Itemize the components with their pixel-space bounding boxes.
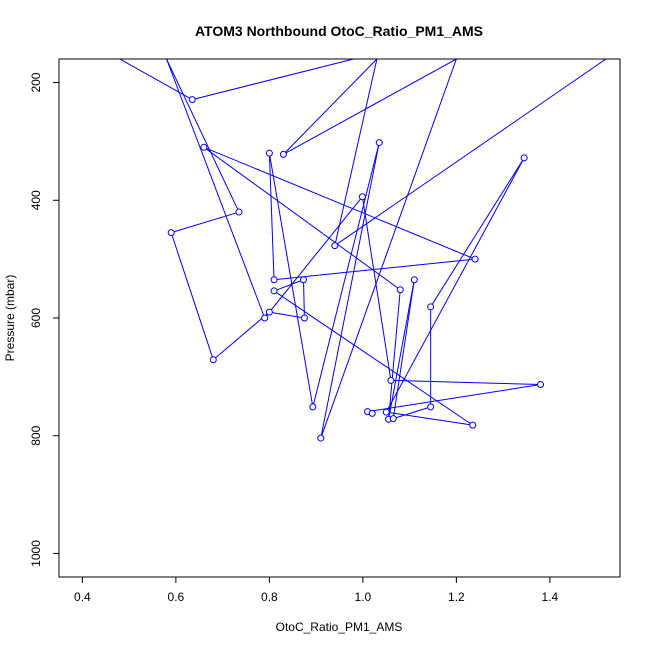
y-tick-label: 1000	[29, 540, 43, 567]
series-segment	[386, 411, 473, 426]
series-segment	[334, 59, 378, 246]
data-point	[167, 229, 175, 237]
series-segment	[119, 59, 193, 101]
series-segment	[264, 196, 363, 319]
series-segment	[320, 59, 457, 439]
series-segment	[392, 279, 415, 419]
series-segment	[312, 142, 380, 408]
series-segment	[268, 153, 275, 280]
series-layer	[119, 59, 607, 439]
x-tick-label: 0.6	[168, 590, 185, 604]
data-point	[188, 96, 196, 104]
series-segment	[393, 406, 431, 420]
x-tick-label: 1.4	[542, 590, 559, 604]
data-point	[209, 356, 217, 364]
y-tick-label: 400	[29, 190, 43, 210]
series-segment	[388, 279, 415, 420]
data-point	[331, 242, 339, 250]
series-segment	[283, 59, 457, 155]
series-segment	[273, 258, 476, 281]
data-point	[300, 276, 308, 284]
series-segment	[320, 142, 380, 439]
y-tick-label: 200	[29, 72, 43, 92]
series-segment	[283, 59, 378, 155]
data-point	[261, 314, 269, 322]
data-point	[520, 154, 528, 162]
series-segment	[388, 289, 401, 420]
series-segment	[203, 146, 476, 260]
data-point	[270, 276, 278, 284]
data-point	[427, 303, 435, 311]
data-point	[300, 314, 308, 322]
y-tick-label: 800	[29, 425, 43, 445]
plot-area	[119, 59, 607, 442]
series-segment	[268, 153, 314, 407]
series-segment	[171, 211, 240, 234]
series-segment	[203, 146, 401, 291]
data-point	[200, 143, 208, 151]
series-segment	[166, 59, 240, 213]
data-point	[427, 403, 435, 411]
y-axis-label: Pressure (mbar)	[3, 275, 17, 362]
series-segment	[170, 232, 214, 360]
series-segment	[367, 384, 541, 413]
data-point	[235, 208, 243, 216]
data-point	[358, 193, 366, 201]
y-tick-label: 600	[29, 308, 43, 328]
chart-title: ATOM3 Northbound OtoC_Ratio_PM1_AMS	[195, 23, 483, 39]
series-segment	[430, 157, 525, 308]
y-axis: 200 400 600 800 1000	[29, 72, 59, 567]
x-axis-label: OtoC_Ratio_PM1_AMS	[276, 620, 403, 634]
data-point	[265, 308, 273, 316]
data-point	[265, 149, 273, 157]
data-point	[368, 409, 376, 417]
marker-layer	[167, 96, 545, 442]
series-segment	[273, 279, 304, 292]
series-segment	[166, 59, 266, 319]
x-tick-label: 1.2	[448, 590, 465, 604]
data-point	[309, 403, 317, 411]
data-point	[471, 255, 479, 263]
series-segment	[390, 379, 541, 386]
data-point	[396, 286, 404, 294]
data-point	[469, 421, 477, 429]
data-point	[270, 287, 278, 295]
series-segment	[385, 157, 525, 413]
series-segment	[361, 196, 392, 381]
data-point	[537, 381, 545, 389]
data-point	[389, 415, 397, 423]
series-segment	[192, 59, 354, 101]
data-point	[410, 276, 418, 284]
data-point	[382, 408, 390, 416]
plot-frame	[58, 58, 621, 578]
data-point	[387, 376, 395, 384]
series-segment	[269, 311, 305, 319]
series-segment	[273, 290, 474, 426]
x-axis: 0.4 0.6 0.8 1.0 1.2 1.4	[74, 577, 559, 604]
series-segment	[212, 311, 270, 361]
data-point	[279, 150, 287, 158]
data-point	[317, 434, 325, 442]
series-segment	[334, 59, 607, 247]
series-segment	[303, 279, 305, 319]
x-tick-label: 1.0	[355, 590, 372, 604]
x-tick-label: 0.4	[74, 590, 91, 604]
data-point	[375, 139, 383, 147]
x-tick-label: 0.8	[261, 590, 278, 604]
